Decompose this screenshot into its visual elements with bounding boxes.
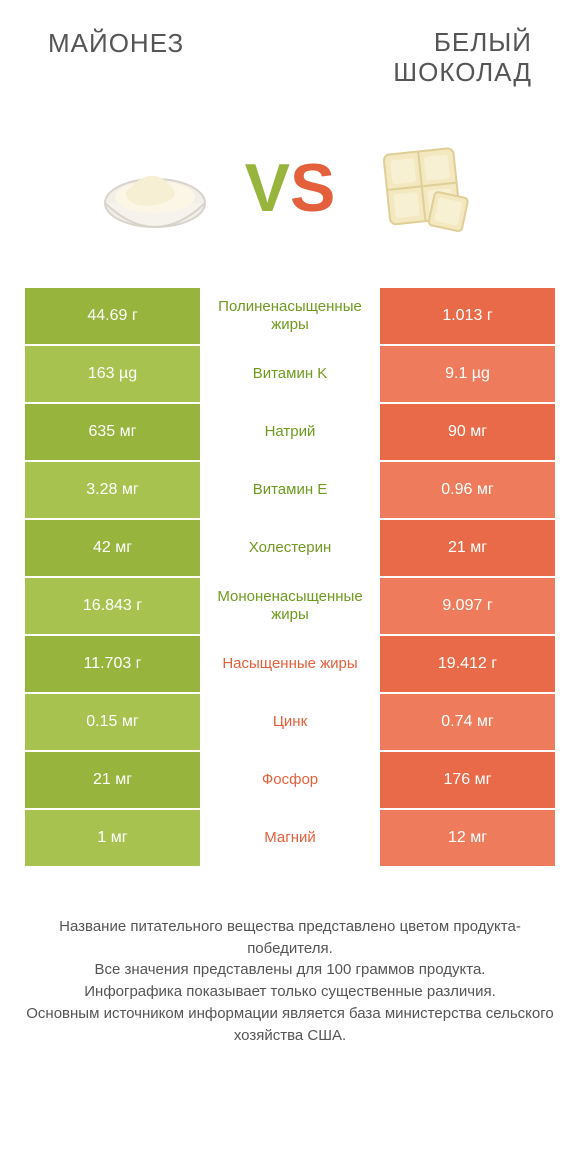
- cell-nutrient: Натрий: [200, 404, 380, 460]
- cell-nutrient: Холестерин: [200, 520, 380, 576]
- cell-nutrient: Витамин E: [200, 462, 380, 518]
- footer-line-4: Основным источником информации является …: [24, 1003, 556, 1047]
- footer: Название питательного вещества представл…: [0, 916, 580, 1047]
- table-row: 635 мгНатрий90 мг: [25, 404, 555, 460]
- cell-left: 11.703 г: [25, 636, 200, 692]
- table-row: 0.15 мгЦинк0.74 мг: [25, 694, 555, 750]
- cell-nutrient: Насыщенные жиры: [200, 636, 380, 692]
- mayo-icon: [95, 128, 215, 248]
- title-right: БЕЛЫЙ ШОКОЛАД: [393, 28, 532, 88]
- header: МАЙОНЕЗ БЕЛЫЙ ШОКОЛАД: [0, 0, 580, 88]
- title-right-line1: БЕЛЫЙ: [393, 28, 532, 58]
- table-row: 44.69 гПолиненасыщенные жиры1.013 г: [25, 288, 555, 344]
- vs-s: S: [290, 149, 335, 227]
- cell-right: 12 мг: [380, 810, 555, 866]
- vs-row: VS: [0, 128, 580, 248]
- comparison-table: 44.69 гПолиненасыщенные жиры1.013 г163 µ…: [25, 288, 555, 866]
- cell-left: 163 µg: [25, 346, 200, 402]
- cell-right: 9.1 µg: [380, 346, 555, 402]
- cell-left: 21 мг: [25, 752, 200, 808]
- cell-left: 635 мг: [25, 404, 200, 460]
- cell-right: 21 мг: [380, 520, 555, 576]
- cell-right: 0.74 мг: [380, 694, 555, 750]
- cell-left: 42 мг: [25, 520, 200, 576]
- table-row: 11.703 гНасыщенные жиры19.412 г: [25, 636, 555, 692]
- vs-label: VS: [245, 149, 336, 227]
- chocolate-icon: [365, 128, 485, 248]
- cell-left: 3.28 мг: [25, 462, 200, 518]
- footer-line-3: Инфографика показывает только существенн…: [24, 981, 556, 1003]
- cell-left: 16.843 г: [25, 578, 200, 634]
- cell-nutrient: Витамин K: [200, 346, 380, 402]
- cell-right: 9.097 г: [380, 578, 555, 634]
- table-row: 1 мгМагний12 мг: [25, 810, 555, 866]
- cell-nutrient: Фосфор: [200, 752, 380, 808]
- footer-line-2: Все значения представлены для 100 граммо…: [24, 959, 556, 981]
- cell-nutrient: Полиненасыщенные жиры: [200, 288, 380, 344]
- table-row: 42 мгХолестерин21 мг: [25, 520, 555, 576]
- title-left: МАЙОНЕЗ: [48, 28, 184, 59]
- cell-left: 1 мг: [25, 810, 200, 866]
- cell-right: 1.013 г: [380, 288, 555, 344]
- table-row: 16.843 гМононенасыщенные жиры9.097 г: [25, 578, 555, 634]
- cell-right: 176 мг: [380, 752, 555, 808]
- table-row: 163 µgВитамин K9.1 µg: [25, 346, 555, 402]
- cell-nutrient: Магний: [200, 810, 380, 866]
- vs-v: V: [245, 149, 290, 227]
- title-right-line2: ШОКОЛАД: [393, 58, 532, 88]
- cell-nutrient: Мононенасыщенные жиры: [200, 578, 380, 634]
- cell-nutrient: Цинк: [200, 694, 380, 750]
- cell-left: 0.15 мг: [25, 694, 200, 750]
- cell-left: 44.69 г: [25, 288, 200, 344]
- cell-right: 90 мг: [380, 404, 555, 460]
- cell-right: 19.412 г: [380, 636, 555, 692]
- table-row: 21 мгФосфор176 мг: [25, 752, 555, 808]
- footer-line-1: Название питательного вещества представл…: [24, 916, 556, 960]
- table-row: 3.28 мгВитамин E0.96 мг: [25, 462, 555, 518]
- cell-right: 0.96 мг: [380, 462, 555, 518]
